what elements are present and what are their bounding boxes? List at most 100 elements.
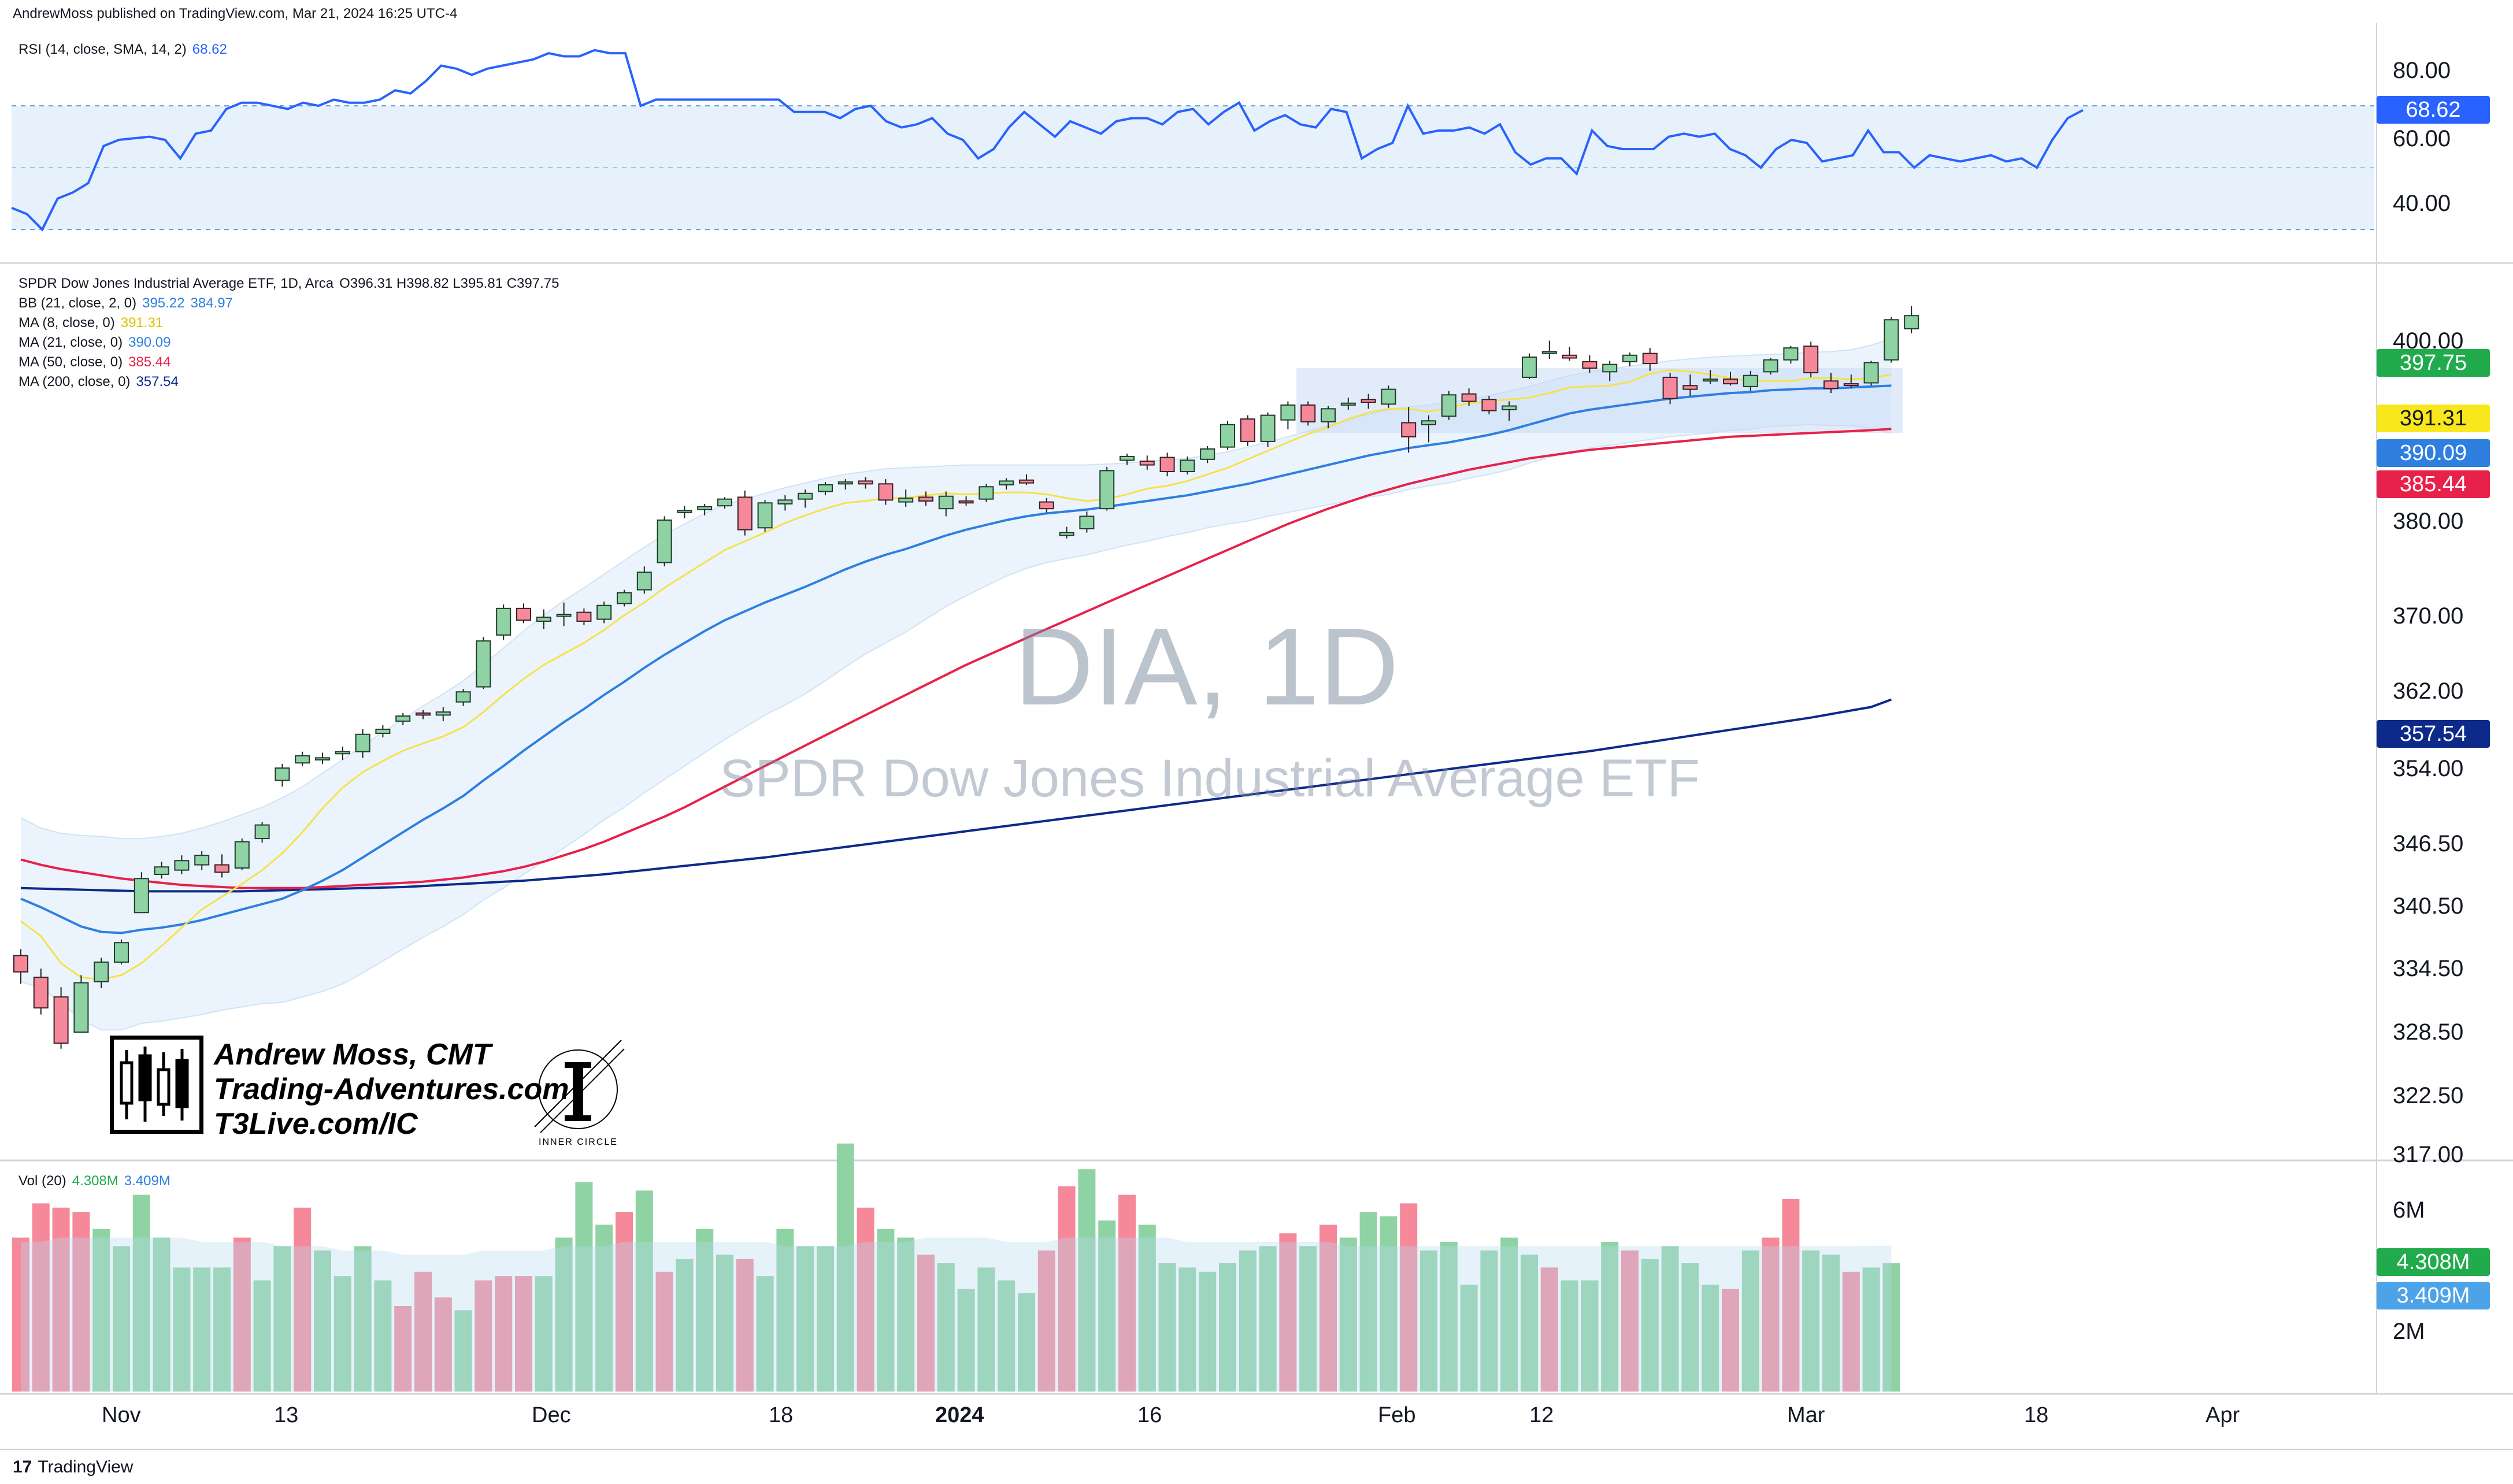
volume-bar [1540,1267,1558,1392]
rsi-axis-40: 40.00 [2393,191,2451,216]
volume-axis-6m: 6M [2393,1197,2425,1223]
candle-up-body [275,767,290,781]
volume-bar [1561,1280,1578,1392]
candle-down-body [1361,399,1376,403]
candle [898,489,914,507]
candle [1863,361,1879,386]
candle [1300,401,1316,426]
candle-up-body [1441,394,1456,417]
volume-bar [1299,1246,1317,1392]
candle-down-body [516,607,531,621]
candle [737,490,753,536]
volume-bar [394,1306,412,1392]
ma8-legend-label[interactable]: MA (8, close, 0) [18,315,115,331]
ma8-line [20,369,1892,981]
candle-up-body [938,495,954,510]
volume-bar [1259,1246,1277,1392]
candle [1381,385,1396,408]
candle-up-body [154,866,169,875]
volume-bar [1681,1263,1699,1392]
candle-up-body [617,592,632,604]
volume-legend-value: 4.308M [72,1173,118,1189]
candle-up-body [1059,532,1074,536]
candle [1723,372,1738,386]
candle-up-body [335,751,350,755]
candle-down-body [1562,354,1577,359]
candle [938,491,954,517]
volume-bar [736,1259,754,1392]
candle [1200,446,1215,463]
candle [1743,370,1758,391]
ma21-legend-label[interactable]: MA (21, close, 0) [18,335,123,350]
candle [1642,348,1658,371]
candle [596,601,612,624]
candle [677,506,692,518]
volume-bar [12,1237,29,1392]
candle [154,862,169,879]
candle [13,949,28,984]
candle-up-body [596,604,612,620]
candle [33,969,49,1015]
volume-bar [333,1276,351,1392]
volume-bar [575,1182,593,1392]
author-site[interactable]: Trading-Adventures.com [214,1073,569,1106]
candle-down-body [1300,404,1316,422]
volume-bar [1621,1250,1639,1392]
ohlc-values: O396.31 H398.82 L395.81 C397.75 [339,276,559,291]
candle [978,484,994,502]
publisher-line: AndrewMoss published on TradingView.com,… [13,6,458,21]
tradingview-logo-icon: 17 [13,1457,32,1476]
candle-up-body [1743,374,1758,387]
candle-down-body [1019,479,1034,484]
volume-legend-label[interactable]: Vol (20) [18,1173,66,1189]
bb-legend-upper: 395.22 [142,295,185,311]
candle-up-body [818,484,833,492]
volume-bar [1199,1271,1217,1392]
volume-bar [595,1225,613,1392]
volume-bar [1581,1280,1599,1392]
x-axis-nov: Nov [102,1403,141,1427]
author-link[interactable]: T3Live.com/IC [214,1107,418,1141]
bb-legend-label[interactable]: BB (21, close, 2, 0) [18,295,137,311]
candle-down-body [1642,353,1658,365]
rsi-value-badge: 68.62 [2377,96,2490,124]
candle-up-body [999,480,1014,485]
candle [1823,372,1839,394]
candle-up-body [1421,420,1436,425]
volume-bar [1400,1203,1418,1392]
candle [1260,412,1276,447]
candle-up-body [73,982,89,1033]
tradingview-logo[interactable]: 17 TradingView [13,1457,133,1477]
candle-up-body [1381,388,1396,405]
candle-up-body [1622,354,1637,362]
volume-bar [354,1246,372,1392]
candle [1139,455,1155,470]
candle-up-body [717,498,732,507]
volume-bar [917,1255,935,1392]
candle [1321,406,1336,429]
candle [576,608,592,625]
candle [1783,346,1799,364]
candle-up-body [1863,362,1879,384]
volume-bar [776,1229,794,1392]
volume-bar [998,1280,1015,1392]
candle [1019,474,1034,485]
candle-down-body [878,483,894,501]
ma50-legend-label[interactable]: MA (50, close, 0) [18,354,123,370]
candle-up-body [476,640,491,688]
candle-up-body [1180,459,1195,473]
candle-up-body [174,860,190,871]
candle-down-body [1461,393,1477,402]
candle [757,500,773,532]
ma200-legend-label[interactable]: MA (200, close, 0) [18,374,131,389]
candle [1562,347,1577,361]
volume-bar [1762,1237,1780,1392]
volume-bar [1138,1225,1156,1392]
symbol-title[interactable]: SPDR Dow Jones Industrial Average ETF, 1… [18,276,334,291]
volume-bar [1741,1250,1759,1392]
volume-bar [314,1250,331,1392]
volume-bar [1641,1259,1659,1392]
candles [13,306,1919,1049]
author-name: Andrew Moss, CMT [214,1038,491,1071]
